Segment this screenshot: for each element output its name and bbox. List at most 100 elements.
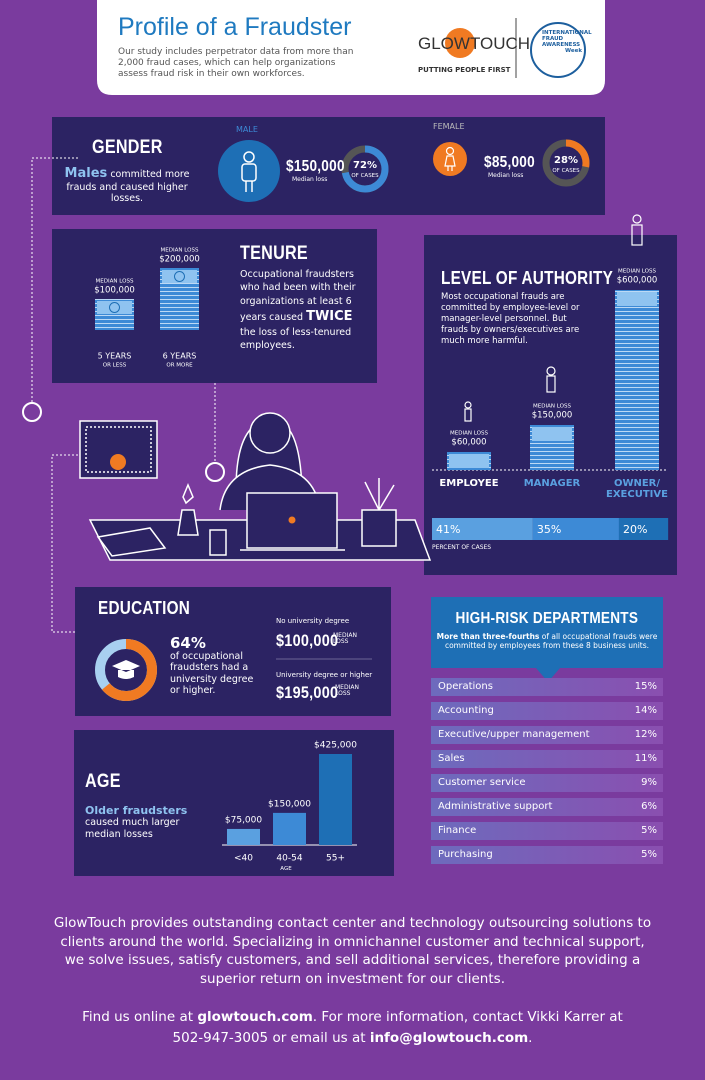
badge-line: FRAUD xyxy=(542,36,564,43)
department-row: Executive/upper management 12% xyxy=(431,726,663,744)
bill-stack xyxy=(615,290,659,470)
department-percent: 12% xyxy=(634,729,657,740)
education-text: of occupational fraudsters had a univers… xyxy=(170,651,254,697)
item-label: University degree or higher xyxy=(276,671,373,679)
age-text: Older fraudsters caused much larger media… xyxy=(85,804,205,840)
arc xyxy=(341,145,389,193)
cap-icon xyxy=(112,660,140,679)
percent-bar xyxy=(532,518,619,540)
department-percent: 11% xyxy=(634,753,657,764)
arc xyxy=(542,139,590,187)
level-name: OWNER/EXECUTIVE xyxy=(606,478,668,500)
value-label: $100,000 xyxy=(94,286,135,296)
female-label: FEMALE xyxy=(433,122,465,131)
department-name: Customer service xyxy=(438,777,526,788)
department-name: Sales xyxy=(438,753,465,764)
text: of all occupational frauds were committe… xyxy=(444,632,658,650)
desk-illustration xyxy=(79,412,432,561)
department-percent: 5% xyxy=(641,849,657,860)
website[interactable]: glowtouch.com xyxy=(197,1009,313,1025)
bar xyxy=(227,828,260,845)
value-label: $75,000 xyxy=(225,815,262,825)
female-loss: $85,000 xyxy=(484,154,535,171)
header-card xyxy=(97,0,605,95)
badge-line: Week xyxy=(565,48,582,55)
pie-center xyxy=(349,153,381,185)
item-unit: MEDIAN LOSS xyxy=(335,684,359,697)
department-name: Executive/upper management xyxy=(438,729,590,740)
gender-panel xyxy=(52,117,605,215)
bill xyxy=(449,454,489,468)
gender-title: GENDER xyxy=(92,137,163,158)
value-label: $150,000 xyxy=(532,411,573,421)
laptop-logo xyxy=(288,516,296,524)
male-icon xyxy=(241,151,257,192)
department-row: Accounting 14% xyxy=(431,702,663,720)
text-bold: TWICE xyxy=(306,308,353,324)
subtitle: Our study includes perpetrator data from… xyxy=(118,47,354,79)
title: Profile of a Fraudster xyxy=(118,13,352,41)
caption: MEDIAN LOSS xyxy=(96,279,134,285)
badge-ring xyxy=(530,22,586,78)
bar-label: 55+ xyxy=(326,854,345,864)
footer-contact: Find us online at glowtouch.com. For mor… xyxy=(80,1007,625,1049)
badge: INTERNATIONAL FRAUD AWARENESS Week xyxy=(542,30,592,54)
text-bold: Older fraudsters xyxy=(85,804,188,817)
department-percent: 6% xyxy=(641,801,657,812)
female-percent: 28% xyxy=(554,155,578,166)
tenure-text: Occupational fraudsters who had been wit… xyxy=(240,268,365,353)
percent-label: 35% xyxy=(537,523,561,536)
department-row: Customer service 9% xyxy=(431,774,663,792)
department-percent: 15% xyxy=(634,681,657,692)
female-icon xyxy=(444,146,456,171)
text: . For more information, contact Vikki Ka… xyxy=(172,1009,623,1046)
bar-label: 40-54 xyxy=(276,854,302,864)
bill xyxy=(617,292,657,306)
item-value: $100,000 xyxy=(276,631,339,650)
bar-sublabel: OR MORE xyxy=(166,363,193,369)
footer-paragraph: GlowTouch provides outstanding contact c… xyxy=(53,915,652,987)
badge-line: AWARENESS xyxy=(542,42,581,49)
value-label: $150,000 xyxy=(268,799,311,809)
bill-dollar xyxy=(174,271,185,282)
department-row: Finance 5% xyxy=(431,822,663,840)
value-label: $200,000 xyxy=(159,255,200,265)
logo-text: GLOWTOUCH xyxy=(418,34,531,53)
connector-dot xyxy=(22,402,42,422)
logo-mark xyxy=(445,28,475,58)
male-loss-caption: Median loss xyxy=(292,176,328,183)
department-row: Sales 11% xyxy=(431,750,663,768)
connector-dot xyxy=(205,462,225,482)
caption: MEDIAN LOSS xyxy=(161,248,199,254)
department-name: Operations xyxy=(438,681,493,692)
percent-label: 41% xyxy=(436,523,460,536)
authority-icons xyxy=(464,214,643,422)
pointer xyxy=(536,668,560,682)
text: . xyxy=(528,1029,533,1046)
gender-text: Males committed more frauds and caused h… xyxy=(62,166,192,204)
value-label: $600,000 xyxy=(617,276,658,286)
male-label: MALE xyxy=(236,125,258,134)
bill xyxy=(162,270,197,283)
arc xyxy=(95,639,157,701)
department-name: Accounting xyxy=(438,705,494,716)
tenure-title: TENURE xyxy=(240,243,308,264)
text: the loss of less-tenured employees. xyxy=(240,327,352,352)
email[interactable]: info@glowtouch.com xyxy=(369,1029,529,1046)
department-row: Administrative support 6% xyxy=(431,798,663,816)
connectors xyxy=(31,157,216,633)
department-row: Purchasing 5% xyxy=(431,846,663,864)
department-name: Administrative support xyxy=(438,801,553,812)
caption: MEDIAN LOSS xyxy=(450,431,488,437)
axis-label: AGE xyxy=(280,866,292,872)
bar-label: <40 xyxy=(234,854,253,864)
percent-caption: PERCENT OF CASES xyxy=(432,544,492,551)
department-percent: 14% xyxy=(634,705,657,716)
male-percent-caption: OF CASES xyxy=(351,173,379,179)
authority-title: LEVEL OF AUTHORITY xyxy=(441,268,614,288)
bill-dollar xyxy=(109,302,120,313)
logo-tagline: PUTTING PEOPLE FIRST xyxy=(418,66,511,74)
value-label: $425,000 xyxy=(314,741,357,751)
percent-bar xyxy=(618,518,669,540)
text-bold: Males xyxy=(64,166,108,181)
